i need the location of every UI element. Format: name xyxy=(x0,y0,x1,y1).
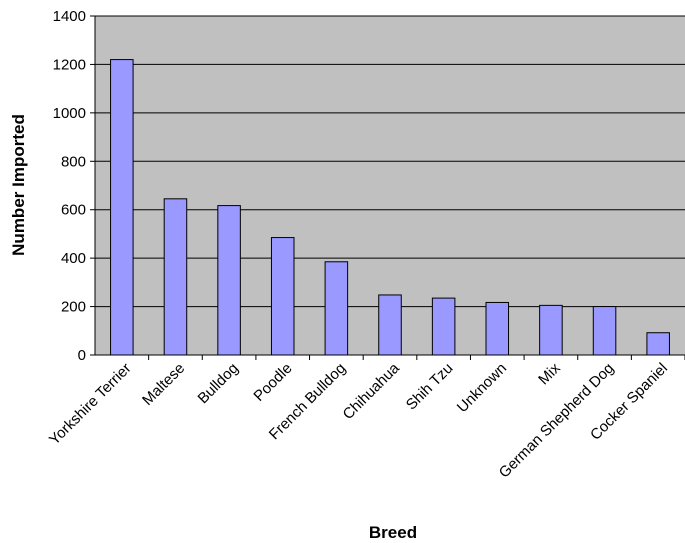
bar xyxy=(378,294,402,356)
y-axis-title: Number Imported xyxy=(9,114,28,256)
y-tick-label: 800 xyxy=(61,153,86,170)
x-tick-label: Shih Tzu xyxy=(403,360,457,414)
bar xyxy=(217,205,241,356)
bar xyxy=(485,301,510,356)
x-tick-label: Yorkshire Terrier xyxy=(46,360,135,449)
y-tick-label: 200 xyxy=(61,299,86,316)
gridlines xyxy=(95,15,685,308)
y-tick-label: 0 xyxy=(78,347,86,364)
bars xyxy=(110,59,670,356)
y-tick-label: 1000 xyxy=(53,105,86,122)
x-tick-label: Bulldog xyxy=(195,360,242,407)
bar xyxy=(646,332,670,356)
y-tick-labels: 0 200 400 600 800 1000 1200 1400 xyxy=(53,8,86,364)
bar xyxy=(163,198,188,356)
y-tick-label: 1200 xyxy=(53,56,86,73)
x-tick-label: Unknown xyxy=(454,360,510,416)
bar xyxy=(592,306,617,356)
x-tick-labels: Yorkshire Terrier Maltese Bulldog PoodleFre… xyxy=(46,359,671,481)
x-tick-label: Poodle xyxy=(250,360,295,405)
x-axis-title: Breed xyxy=(369,523,417,542)
x-tick-label: Mix xyxy=(535,359,564,388)
x-tick-label: Maltese xyxy=(139,360,188,409)
y-tick-label: 1400 xyxy=(53,8,86,25)
axes xyxy=(90,15,685,360)
x-tick-label: Chihuahua xyxy=(339,359,403,423)
bar xyxy=(539,304,563,356)
bar xyxy=(324,261,349,356)
y-tick-label: 600 xyxy=(61,202,86,219)
bar xyxy=(270,237,295,356)
bar xyxy=(431,297,456,356)
bar xyxy=(110,59,134,356)
y-tick-label: 400 xyxy=(61,250,86,267)
